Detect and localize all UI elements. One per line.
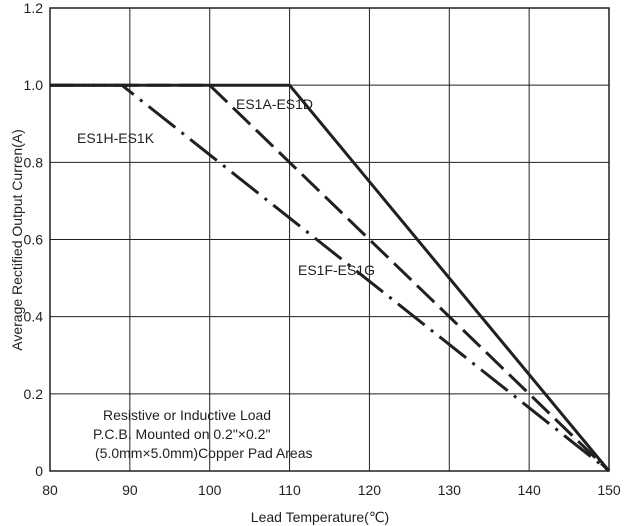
y-tick-label: 1.2 xyxy=(24,0,44,16)
x-tick-label: 140 xyxy=(517,482,541,498)
y-tick-label: 0.8 xyxy=(24,154,44,170)
x-axis-label: Lead Temperature(℃) xyxy=(251,509,389,525)
series-lines xyxy=(50,83,611,473)
note-line-2: P.C.B. Mounted on 0.2"×0.2" xyxy=(93,426,270,442)
x-tick-label: 130 xyxy=(438,482,462,498)
y-tick-label: 1.0 xyxy=(24,77,44,93)
x-tick-label: 100 xyxy=(198,482,222,498)
tick-labels: 80 90 100 110 120 130 140 150 0 0.2 0.4 0.6 0.8 1.0 1.… xyxy=(24,0,621,498)
x-tick-label: 110 xyxy=(278,482,301,498)
y-tick-label: 0.2 xyxy=(24,386,44,402)
series-label-es1f-es1g: ES1F-ES1G xyxy=(298,262,375,278)
series-label-es1a-es1d: ES1A-ES1D xyxy=(236,96,313,112)
series-label-es1h-es1k: ES1H-ES1K xyxy=(77,130,155,146)
y-tick-label: 0 xyxy=(35,463,43,479)
note-line-3: (5.0mm×5.0mm)Copper Pad Areas xyxy=(95,445,312,461)
note-line-1: Resistive or Inductive Load xyxy=(103,407,271,423)
x-tick-label: 150 xyxy=(597,482,621,498)
y-axis-label: Average Rectified Output Curren(A) xyxy=(9,129,25,351)
y-tick-label: 0.6 xyxy=(24,232,44,248)
plot-frame xyxy=(49,7,610,472)
x-tick-label: 120 xyxy=(358,482,382,498)
y-tick-label: 0.4 xyxy=(24,309,44,325)
grid-lines xyxy=(49,7,610,472)
x-tick-label: 80 xyxy=(42,482,58,498)
x-tick-label: 90 xyxy=(122,482,138,498)
series-line-es1h-es1k xyxy=(50,83,610,473)
